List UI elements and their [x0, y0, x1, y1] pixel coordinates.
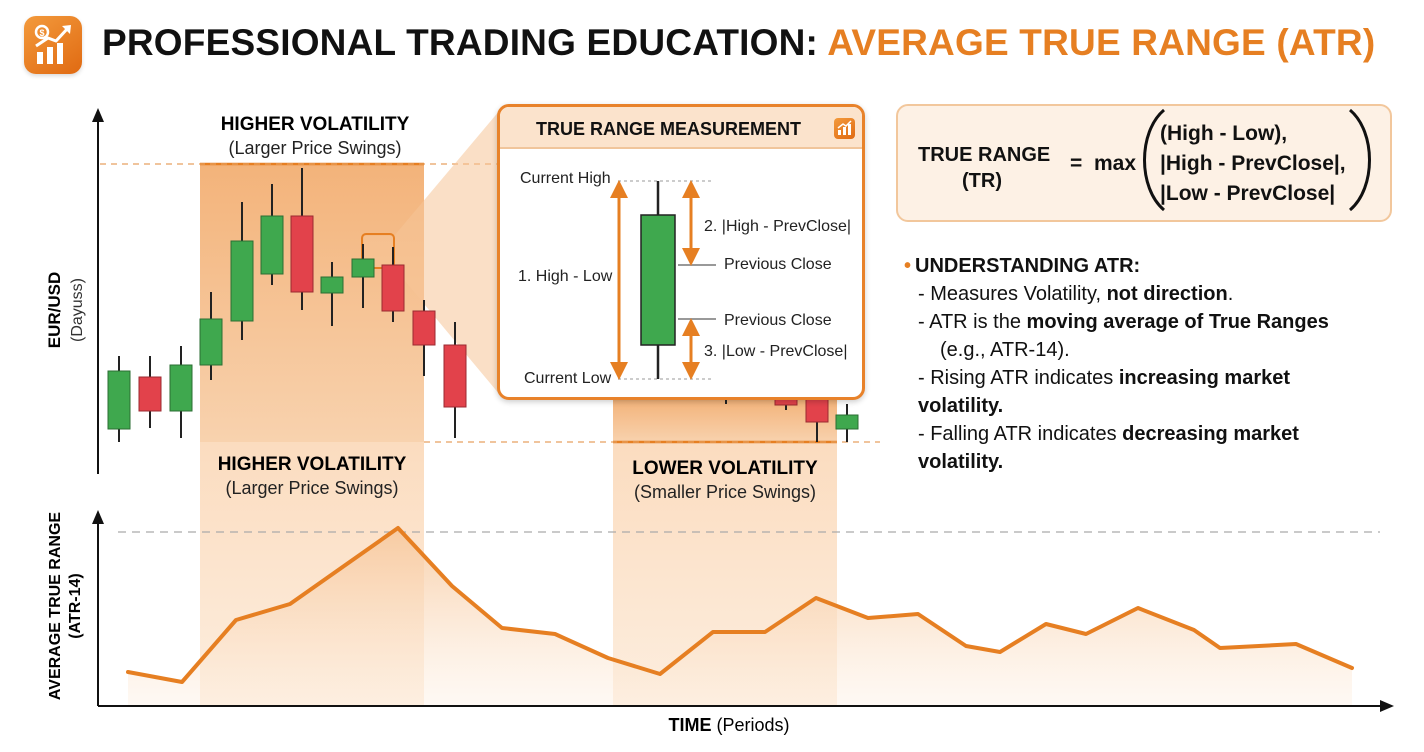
- atr-line: [126, 526, 1354, 684]
- chart-growth-icon: [834, 118, 855, 139]
- current-low-label: Current Low: [524, 370, 612, 387]
- page-title: PROFESSIONAL TRADING EDUCATION: AVERAGE …: [102, 22, 1375, 64]
- callout-header: TRUE RANGE MEASUREMENT: [500, 107, 862, 149]
- low-zone-title: LOWER VOLATILITY: [632, 458, 818, 479]
- item-1-end: .: [1227, 283, 1234, 305]
- candle: [351, 244, 375, 308]
- high-low-label: 1. High - Low: [518, 268, 613, 285]
- item-1-text: - Measures Volatility,: [918, 283, 1107, 305]
- price-y-axis-arrow: [92, 108, 104, 122]
- atr-y-sublabel: (ATR-14): [67, 573, 84, 638]
- callout-title: TRUE RANGE MEASUREMENT: [536, 119, 802, 139]
- atr-area: [128, 528, 1352, 706]
- candle: [199, 292, 223, 380]
- atr-y-axis-arrow: [92, 510, 104, 524]
- price-y-sublabel: (Dayuss): [69, 278, 86, 342]
- current-high-label: Current High: [520, 170, 611, 187]
- item-1-bold: not direction: [1106, 283, 1228, 305]
- title-main: PROFESSIONAL TRADING EDUCATION:: [102, 22, 819, 63]
- atr-y-label: AVERAGE TRUE RANGE: [47, 512, 64, 700]
- item-3-bold: increasing market volatility.: [918, 367, 1291, 417]
- formula-term-1: (High - Low),: [1160, 122, 1288, 145]
- right-paren-icon: [1348, 108, 1371, 212]
- zoom-connector: [364, 110, 500, 395]
- svg-text:$: $: [39, 28, 44, 38]
- low-volatility-zone: [613, 400, 837, 442]
- candle: [381, 247, 405, 322]
- formula-term-3: |Low - PrevClose|: [1160, 182, 1336, 205]
- formula-label-line1: TRUE RANGE: [918, 144, 1051, 166]
- time-x-label: TIME (Periods): [668, 715, 789, 735]
- chart-growth-icon: $: [34, 24, 71, 64]
- understanding-title-text: UNDERSTANDING ATR:: [915, 255, 1141, 277]
- candle-body: [640, 214, 676, 346]
- callout-diagram: Current High Current Low 1. High - Low 2…: [518, 170, 851, 387]
- formula-term-2: |High - PrevClose|,: [1160, 152, 1346, 175]
- formula-equals: =: [1070, 152, 1083, 175]
- item-3-text: - Rising ATR indicates: [918, 367, 1119, 389]
- zone-top-subtitle: (Larger Price Swings): [228, 138, 401, 158]
- candle: [835, 404, 859, 442]
- item-4-text: - Falling ATR indicates: [918, 423, 1123, 445]
- candle: [260, 184, 284, 285]
- understanding-item-2: - ATR is the moving average of True Rang…: [904, 308, 1374, 336]
- candlestick-series: [107, 168, 859, 442]
- zone-bottom-title: HIGHER VOLATILITY: [218, 454, 407, 475]
- item-2-text: - ATR is the: [918, 311, 1027, 333]
- candle: [169, 346, 193, 438]
- candle: [320, 262, 344, 326]
- left-paren-icon: [1143, 108, 1166, 212]
- bullet-icon: •: [904, 255, 912, 277]
- true-range-callout: TRUE RANGE MEASUREMENT Current High Curr…: [497, 104, 865, 400]
- prev-close-top-label: Previous Close: [724, 256, 832, 273]
- item-4-bold: decreasing market volatility.: [918, 423, 1299, 473]
- formula-label-line2: (TR): [962, 170, 1002, 192]
- candle: [107, 356, 131, 442]
- understanding-item-2-cont: (e.g., ATR-14).: [940, 339, 1070, 361]
- zone-bottom-subtitle: (Larger Price Swings): [225, 478, 398, 498]
- zone-top-title: HIGHER VOLATILITY: [221, 114, 410, 135]
- title-accent: AVERAGE TRUE RANGE (ATR): [827, 22, 1376, 63]
- formula-max: max: [1094, 152, 1137, 175]
- understanding-item-4: - Falling ATR indicates decreasing marke…: [904, 420, 1374, 476]
- true-range-formula: TRUE RANGE (TR) = max (High - Low), |Hig…: [896, 104, 1392, 222]
- time-x-axis-arrow: [1380, 700, 1394, 712]
- prev-close-bottom-label: Previous Close: [724, 312, 832, 329]
- understanding-item-1: - Measures Volatility, not direction.: [904, 280, 1374, 308]
- candle: [412, 300, 436, 376]
- candle: [290, 168, 314, 310]
- candle: [443, 322, 467, 438]
- time-x-label-main: TIME: [668, 715, 711, 735]
- item-2-bold: moving average of True Ranges: [1026, 311, 1329, 333]
- understanding-item-3: - Rising ATR indicates increasing market…: [904, 364, 1374, 420]
- understanding-atr: • UNDERSTANDING ATR: - Measures Volatilit…: [904, 252, 1374, 476]
- time-x-label-sub: (Periods): [716, 715, 789, 735]
- candle: [230, 202, 254, 340]
- low-prevclose-label: 3. |Low - PrevClose|: [704, 343, 847, 360]
- understanding-title: • UNDERSTANDING ATR:: [904, 252, 1374, 280]
- app-logo: $: [24, 16, 82, 74]
- low-zone-subtitle: (Smaller Price Swings): [634, 482, 816, 502]
- price-y-label: EUR/USD: [45, 272, 64, 349]
- high-prevclose-label: 2. |High - PrevClose|: [704, 218, 851, 235]
- candle: [138, 356, 162, 428]
